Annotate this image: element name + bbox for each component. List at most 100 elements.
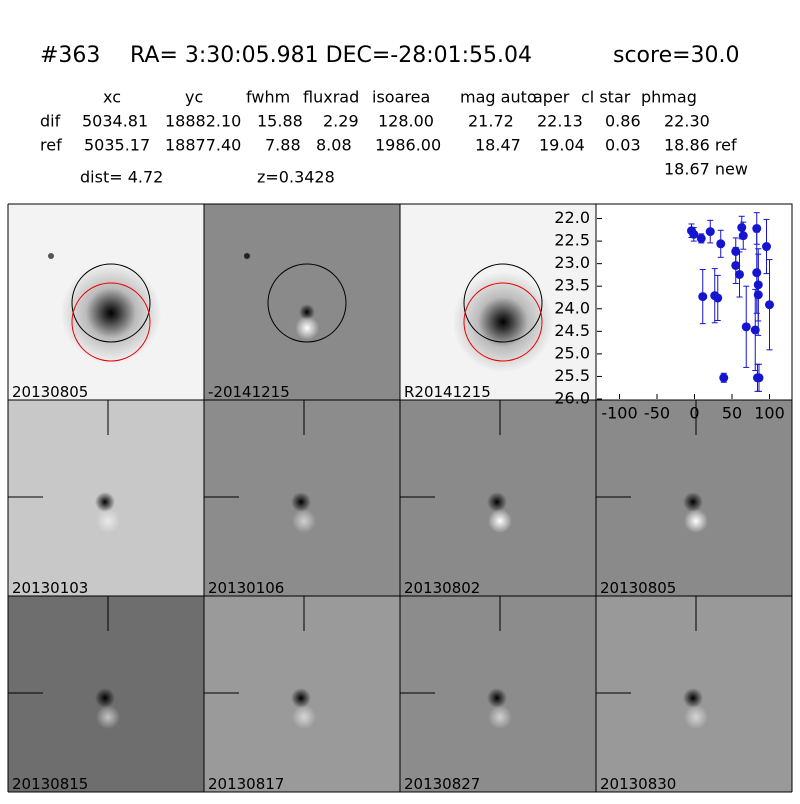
table-cell: ref — [40, 136, 62, 155]
plot — [687, 212, 774, 392]
panel-label: 20130805 — [600, 579, 676, 597]
table-cell: 1986.00 — [375, 136, 441, 155]
y-tick-label: 25.0 — [554, 343, 590, 362]
point — [752, 268, 762, 278]
table-cell: 18.47 — [475, 136, 521, 155]
point — [741, 322, 751, 332]
point — [762, 242, 771, 252]
source — [683, 688, 703, 708]
x-tick-label: 50 — [722, 404, 742, 423]
point — [750, 325, 760, 335]
table-cell: 128.00 — [378, 112, 434, 131]
panel-label: R20141215 — [404, 383, 491, 401]
redshift: z=0.3428 — [257, 168, 335, 187]
point — [719, 373, 729, 383]
column-header: mag auto — [460, 88, 537, 107]
coordinates: RA= 3:30:05.981 DEC=-28:01:55.04 — [130, 43, 532, 68]
residual — [96, 509, 120, 533]
table-cell: 7.88 — [265, 136, 301, 155]
column-header: xc — [103, 88, 121, 107]
table-cell: 22.30 — [664, 112, 710, 131]
column-header: fwhm — [246, 88, 290, 107]
table-cell: 0.03 — [605, 136, 641, 155]
source — [487, 688, 507, 708]
y-tick-label: 25.5 — [554, 366, 590, 385]
panel-label: -20141215 — [208, 383, 290, 401]
point — [752, 223, 762, 233]
table-cell: 5034.81 — [82, 112, 148, 131]
source — [683, 492, 703, 512]
table-cell: 22.13 — [537, 112, 583, 131]
panel-label: 20130805 — [12, 383, 88, 401]
x-tick-label: -50 — [644, 404, 670, 423]
table-cell: 2.29 — [323, 112, 359, 131]
source — [291, 688, 311, 708]
table-cell: 0.86 — [605, 112, 641, 131]
residual — [684, 509, 708, 533]
point — [754, 373, 764, 383]
source — [291, 492, 311, 512]
residual — [488, 509, 512, 533]
residual — [292, 705, 316, 729]
panel-label: 20130830 — [600, 775, 676, 793]
candidate-id: #363 — [40, 43, 100, 68]
star — [48, 253, 54, 259]
point — [689, 229, 699, 239]
new-circle — [463, 282, 543, 362]
residual — [684, 705, 708, 729]
table-cell: 5035.17 — [84, 136, 150, 155]
point — [696, 233, 706, 243]
point — [735, 269, 744, 279]
column-header: isoarea — [372, 88, 430, 107]
panel-label: 20130103 — [12, 579, 88, 597]
column-header: yc — [185, 88, 203, 107]
table-cell: 18882.10 — [165, 112, 241, 131]
column-header: cl star — [581, 88, 631, 107]
y-tick-label: 26.0 — [554, 389, 590, 408]
column-header: phmag — [641, 88, 697, 107]
star — [244, 253, 250, 259]
ref-circle — [463, 263, 543, 343]
y-tick-label: 22.5 — [554, 231, 590, 250]
score: score=30.0 — [613, 43, 740, 68]
point — [737, 223, 747, 233]
source — [95, 492, 115, 512]
panel-label: 20130802 — [404, 579, 480, 597]
x-tick-label: 0 — [689, 404, 699, 423]
panel-label: 20130827 — [404, 775, 480, 793]
y-tick-label: 23.0 — [554, 253, 590, 272]
residual — [292, 509, 316, 533]
point — [705, 227, 715, 237]
residual — [488, 705, 512, 729]
new-circle — [71, 282, 151, 362]
image — [204, 204, 400, 400]
residual — [295, 316, 319, 340]
residual — [96, 705, 120, 729]
table-extra: 18.67 new — [664, 160, 748, 179]
point — [765, 300, 774, 310]
y-tick-label: 24.5 — [554, 321, 590, 340]
point — [731, 260, 741, 270]
point — [698, 292, 708, 302]
table-cell: 18.86 ref — [664, 136, 737, 155]
table-cell: 8.08 — [316, 136, 352, 155]
ref-circle — [71, 263, 151, 343]
y-tick-label: 24.0 — [554, 298, 590, 317]
y-tick-label: 23.5 — [554, 276, 590, 295]
column-header: fluxrad — [303, 88, 359, 107]
panel-label: 20130106 — [208, 579, 284, 597]
panel-label: 20130817 — [208, 775, 284, 793]
table-cell: 15.88 — [257, 112, 303, 131]
point — [738, 231, 748, 241]
x-tick-label: 100 — [754, 404, 785, 423]
dist: dist= 4.72 — [80, 168, 163, 187]
galaxy — [453, 272, 553, 372]
source — [299, 304, 315, 320]
table-cell: 19.04 — [539, 136, 585, 155]
table-cell: 18877.40 — [165, 136, 241, 155]
point — [716, 239, 726, 249]
y-tick-label: 22.0 — [554, 208, 590, 227]
point — [753, 290, 763, 300]
